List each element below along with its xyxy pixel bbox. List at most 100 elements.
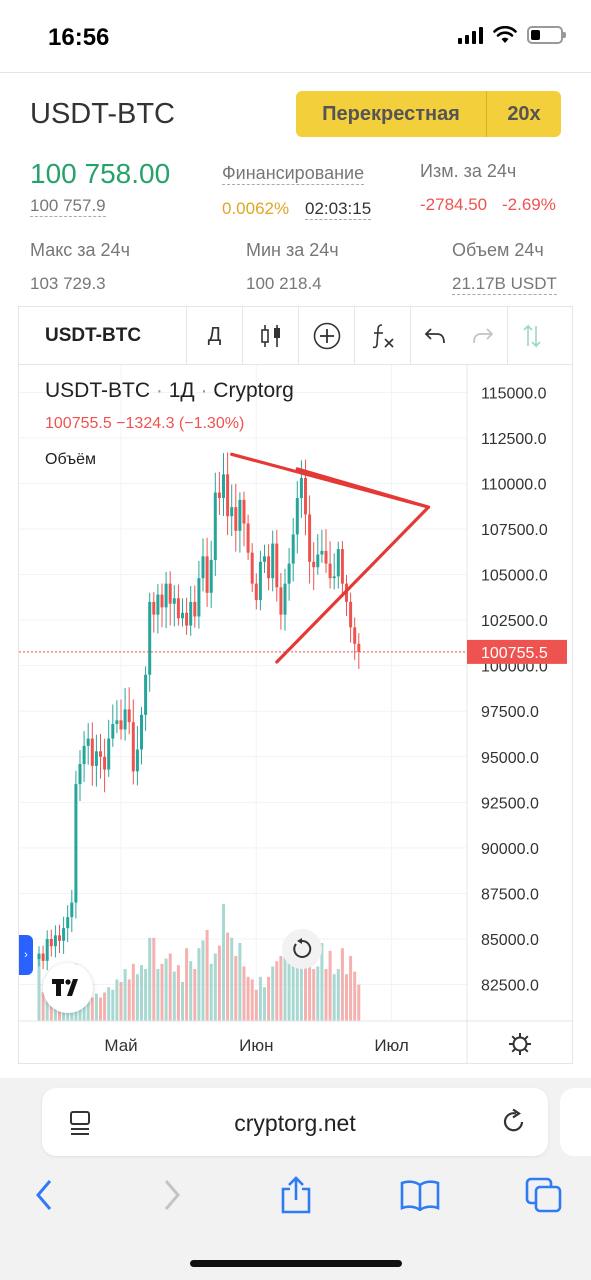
candle-body [316, 554, 320, 568]
candle-body [279, 587, 283, 615]
price-axis-label: 110000.0 [481, 476, 547, 493]
candle-body [324, 550, 328, 564]
candle-body [70, 902, 74, 918]
candle-body [103, 756, 107, 770]
price-axis-label: 95000.0 [481, 750, 539, 767]
candle-body [328, 563, 332, 579]
reader-icon[interactable] [68, 1110, 92, 1141]
url-text[interactable]: cryptorg.net [234, 1110, 356, 1136]
volume-bar [246, 976, 250, 1021]
candles-icon[interactable] [243, 307, 299, 365]
price-axis-label: 90000.0 [481, 841, 539, 858]
volume-bar [353, 971, 357, 1021]
candle-body [156, 594, 160, 615]
expand-panel-tab[interactable]: › [19, 935, 33, 975]
candle-body [193, 601, 197, 617]
undo-icon[interactable] [411, 307, 459, 365]
volume-bar [222, 904, 225, 1021]
price-axis-label: 92500.0 [481, 795, 539, 812]
tradingview-logo[interactable] [43, 963, 93, 1013]
price-axis-label: 112500.0 [481, 431, 547, 448]
back-icon[interactable] [22, 1170, 66, 1220]
candle-body [107, 738, 111, 770]
volume-bar [185, 948, 189, 1021]
volume-bar [193, 969, 197, 1021]
candle-body [197, 578, 201, 617]
bookmarks-icon[interactable] [398, 1170, 442, 1220]
volume-bar [316, 966, 320, 1021]
candle-body [283, 583, 287, 615]
reload-icon[interactable] [500, 1108, 528, 1141]
volume-bar [279, 956, 283, 1021]
volume-bar [299, 943, 303, 1021]
status-bar: 16:56 [0, 0, 591, 72]
candle-body [246, 523, 250, 553]
candle-body [172, 598, 176, 604]
tabs-icon[interactable] [522, 1170, 566, 1220]
interval-button[interactable]: Д [187, 307, 243, 365]
add-indicator-icon[interactable] [299, 307, 355, 365]
candle-body [254, 583, 258, 601]
candle-body [99, 751, 102, 757]
candle-body [160, 594, 164, 608]
chart-settings-icon[interactable] [509, 1033, 531, 1055]
candle-body [164, 583, 168, 608]
funding-label[interactable]: Финансирование [222, 163, 365, 185]
margin-mode-button[interactable]: Перекрестная [322, 102, 460, 125]
candle-body [131, 722, 135, 772]
volume-bar [258, 976, 262, 1021]
legend-volume-label[interactable]: Объём [45, 451, 96, 468]
volume-bar [234, 956, 238, 1021]
price-axis-label: 102500.0 [481, 613, 548, 630]
address-bar[interactable]: cryptorg.net [42, 1088, 548, 1156]
price-axis-label: 115000.0 [481, 385, 547, 402]
legend-symbol: USDT-BTC [45, 379, 150, 402]
volume-bar [189, 961, 193, 1021]
volume-bar [103, 992, 107, 1021]
change-label: Изм. за 24ч [420, 161, 517, 181]
funding-rate: 0.0062% [222, 199, 290, 218]
price-chart[interactable]: 115000.0 112500.0 110000.0 107500.0 105000.0… [19, 365, 573, 1064]
volume-bar [168, 953, 172, 1021]
compare-icon[interactable] [508, 307, 556, 365]
pair-title[interactable]: USDT-BTC [30, 98, 175, 130]
symbol-search-button[interactable]: USDT-BTC [19, 307, 187, 365]
cellular-signal-icon [458, 26, 483, 44]
volume-bar [176, 965, 180, 1021]
wifi-icon [493, 26, 517, 43]
price-axis-label: 105000.0 [481, 568, 548, 585]
volume-label: Объем 24ч [452, 240, 544, 260]
chart-widget[interactable]: USDT-BTC Д [18, 306, 573, 1064]
reset-chart-icon[interactable] [282, 929, 322, 969]
volume-bar [41, 992, 45, 1021]
volume-bar [160, 963, 164, 1021]
candle-body [332, 576, 336, 579]
candle-body [37, 953, 41, 960]
candle-body [66, 917, 70, 929]
volume-bar [230, 937, 234, 1021]
volume-bar [90, 997, 94, 1021]
volume-value: 21.17B USDT [452, 274, 557, 295]
browser-nav [0, 1170, 591, 1220]
legend-interval: 1Д [168, 379, 195, 402]
candle-body [357, 643, 361, 652]
volume-bar [254, 989, 258, 1021]
volume-bar [242, 966, 246, 1021]
candle-body [86, 738, 90, 746]
legend-separator: · [155, 379, 163, 402]
volume-bar [345, 974, 348, 1021]
fx-icon[interactable] [355, 307, 411, 365]
candle-body [90, 738, 94, 766]
volume-bar [267, 976, 271, 1021]
leverage-button[interactable]: 20x [486, 91, 561, 137]
candle-body [49, 939, 53, 947]
candle-body [267, 556, 271, 579]
candle-body [78, 764, 82, 785]
share-icon[interactable] [274, 1170, 318, 1220]
volume-bar [156, 969, 160, 1021]
next-tab-preview[interactable] [560, 1088, 591, 1156]
battery-icon [527, 26, 566, 44]
forward-icon [150, 1170, 194, 1220]
margin-settings[interactable]: Перекрестная 20x [296, 91, 561, 137]
candle-body [201, 556, 205, 579]
